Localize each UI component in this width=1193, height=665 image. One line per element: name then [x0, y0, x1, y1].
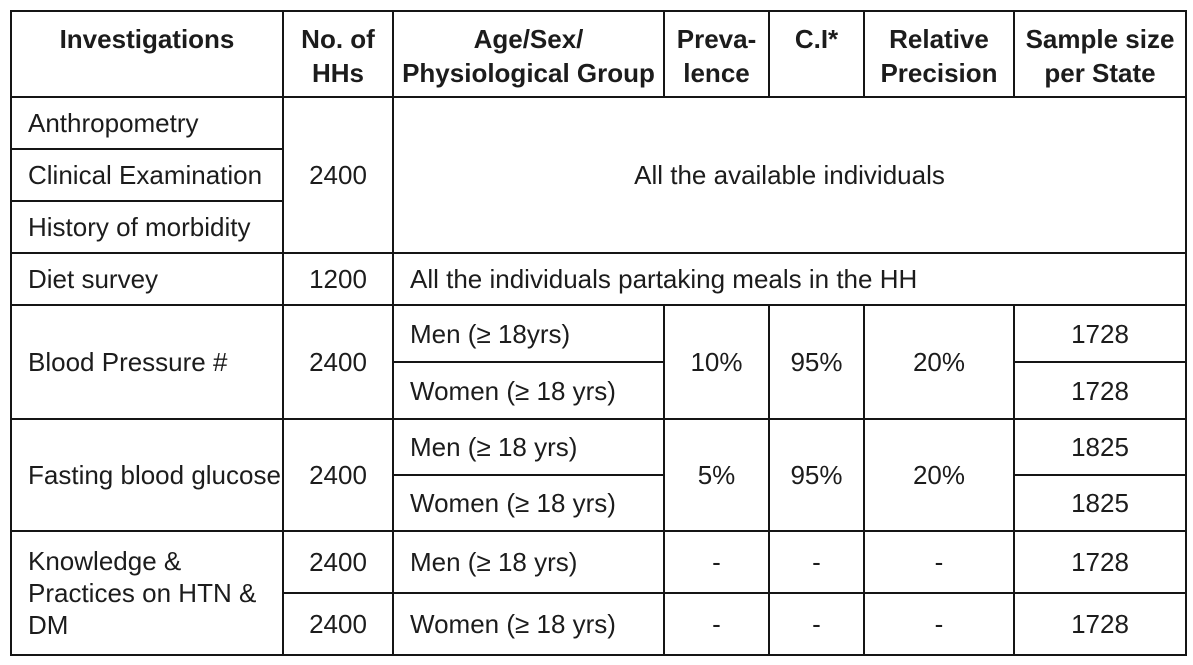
row-fasting-glucose-men: Fasting blood glucose 2400 Men (≥ 18 yrs… — [10, 418, 1187, 532]
col-header-investigations: Investigations — [10, 10, 284, 98]
row-knowledge-men: Knowledge & Practices on HTN & DM 2400 M… — [10, 530, 1187, 656]
col-header-prevalence: Preva- lence — [663, 10, 770, 98]
row-diet-survey: Diet survey 1200 All the individuals par… — [10, 252, 1187, 306]
cell-sample-knowledge-men: 1728 — [1013, 530, 1187, 594]
cell-group-fasting-women: Women (≥ 18 yrs) — [392, 474, 665, 532]
cell-ci-blood-pressure: 95% — [768, 304, 865, 420]
cell-prevalence-knowledge-men: - — [663, 530, 770, 594]
cell-group-fasting-men: Men (≥ 18 yrs) — [392, 418, 665, 476]
cell-sample-bp-men: 1728 — [1013, 304, 1187, 363]
cell-group-bp-men: Men (≥ 18yrs) — [392, 304, 665, 363]
col-header-no-of-hhs: No. of HHs — [282, 10, 394, 98]
row-fasting-glucose-women: Women (≥ 18 yrs) 1825 — [11, 474, 1187, 532]
row-clinical-examination: Clinical Examination — [10, 148, 1186, 202]
header-row: Investigations No. of HHs Age/Sex/ Physi… — [10, 10, 1187, 98]
col-header-relative-precision: Relative Precision — [863, 10, 1015, 98]
col-header-age-sex-group: Age/Sex/ Physiological Group — [392, 10, 665, 98]
cell-relative-precision-knowledge-women: - — [863, 592, 1015, 656]
cell-ci-knowledge-women: - — [768, 592, 865, 656]
row-blood-pressure-women: Women (≥ 18 yrs) 1728 — [11, 361, 1187, 420]
cell-note-partaking-meals: All the individuals partaking meals in t… — [392, 252, 1187, 306]
cell-ci-fasting-glucose: 95% — [768, 418, 865, 532]
cell-hhs-diet-survey: 1200 — [282, 252, 394, 306]
row-knowledge-women: 2400 Women (≥ 18 yrs) - - - 1728 — [11, 592, 1187, 656]
cell-sample-fasting-men: 1825 — [1013, 418, 1187, 476]
cell-investigation-fasting-glucose: Fasting blood glucose — [10, 418, 284, 532]
cell-hhs-group1: 2400 — [282, 96, 394, 254]
cell-group-bp-women: Women (≥ 18 yrs) — [392, 361, 665, 420]
survey-sampling-table: Investigations No. of HHs Age/Sex/ Physi… — [10, 10, 1187, 656]
cell-group-knowledge-men: Men (≥ 18 yrs) — [392, 530, 665, 594]
cell-investigation-diet-survey: Diet survey — [10, 252, 284, 306]
cell-relative-precision-blood-pressure: 20% — [863, 304, 1015, 420]
cell-investigation-clinical-examination: Clinical Examination — [10, 148, 284, 202]
cell-relative-precision-fasting-glucose: 20% — [863, 418, 1015, 532]
cell-investigation-history-of-morbidity: History of morbidity — [10, 200, 284, 254]
cell-hhs-knowledge-women: 2400 — [282, 592, 394, 656]
cell-sample-knowledge-women: 1728 — [1013, 592, 1187, 656]
cell-sample-fasting-women: 1825 — [1013, 474, 1187, 532]
cell-hhs-blood-pressure: 2400 — [282, 304, 394, 420]
cell-prevalence-fasting-glucose: 5% — [663, 418, 770, 532]
cell-hhs-knowledge-men: 2400 — [282, 530, 394, 594]
cell-prevalence-blood-pressure: 10% — [663, 304, 770, 420]
cell-hhs-fasting-glucose: 2400 — [282, 418, 394, 532]
cell-sample-bp-women: 1728 — [1013, 361, 1187, 420]
cell-investigation-knowledge-htn-dm: Knowledge & Practices on HTN & DM — [10, 530, 284, 656]
col-header-sample-size: Sample size per State — [1013, 10, 1187, 98]
cell-investigation-anthropometry: Anthropometry — [10, 96, 284, 150]
row-blood-pressure-men: Blood Pressure # 2400 Men (≥ 18yrs) 10% … — [10, 304, 1187, 420]
row-history-of-morbidity: History of morbidity — [10, 200, 1186, 254]
cell-note-all-available: All the available individuals — [392, 96, 1187, 254]
cell-ci-knowledge-men: - — [768, 530, 865, 594]
cell-investigation-blood-pressure: Blood Pressure # — [10, 304, 284, 420]
cell-relative-precision-knowledge-men: - — [863, 530, 1015, 594]
cell-prevalence-knowledge-women: - — [663, 592, 770, 656]
cell-group-knowledge-women: Women (≥ 18 yrs) — [392, 592, 665, 656]
col-header-ci: C.I* — [768, 10, 865, 98]
row-anthropometry: Anthropometry 2400 All the available ind… — [10, 96, 1187, 254]
